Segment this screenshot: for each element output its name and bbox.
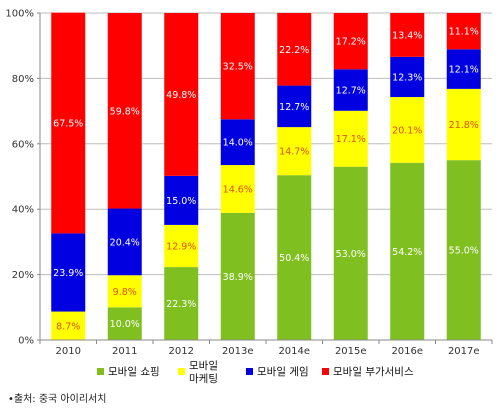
data-label: 14.0%	[223, 138, 253, 149]
value-labels: 8.7% 23.9% 67.5% 10.0% 9.8% 20.4% 59.8% 22.3% 12…	[53, 27, 479, 333]
data-label: 38.9%	[223, 272, 253, 283]
bar-segment	[107, 275, 142, 308]
data-label: 50.4%	[279, 253, 309, 264]
bar-segment	[51, 233, 86, 312]
data-label: 10.0%	[110, 319, 140, 330]
legend-swatch	[97, 368, 104, 375]
x-tick-label: 2013e	[222, 346, 254, 357]
data-label: 12.3%	[392, 72, 422, 83]
legend-swatch	[322, 368, 329, 375]
data-label: 23.9%	[53, 268, 83, 279]
data-label: 11.1%	[449, 27, 479, 38]
legend-label: 모바일 부가서비스	[333, 365, 414, 378]
bar-segment	[390, 97, 425, 163]
x-axis-ticks: 2010 2011 2012 2013e 2014e 2015e 2016e 2017e	[56, 346, 480, 357]
data-label: 59.8%	[110, 106, 140, 117]
data-label: 12.9%	[166, 241, 196, 252]
data-label: 20.4%	[110, 237, 140, 248]
bar-segment	[333, 13, 368, 70]
data-label: 13.4%	[392, 30, 422, 41]
x-tick-label: 2015e	[335, 346, 367, 357]
bar-segment	[390, 56, 425, 98]
source-note: •출처: 중국 아이리서치	[8, 394, 107, 405]
x-tick-label: 2012	[169, 346, 194, 357]
bar-segment	[333, 166, 368, 340]
bar-segment	[390, 162, 425, 340]
y-tick-label: 60%	[12, 139, 34, 150]
data-label: 67.5%	[53, 119, 83, 130]
y-tick-label: 100%	[5, 9, 34, 20]
axes	[37, 12, 493, 344]
data-label: 17.1%	[336, 134, 366, 145]
bar-segment	[220, 119, 255, 166]
legend-swatch	[246, 368, 253, 375]
bar-segment	[107, 13, 142, 209]
bar-segment	[333, 69, 368, 111]
data-label: 12.7%	[279, 102, 309, 113]
bar-segment	[277, 13, 312, 86]
bar-segment	[164, 224, 199, 268]
bar-segment	[333, 110, 368, 167]
y-axis-ticks: 0% 20% 40% 60% 80% 100%	[5, 9, 34, 347]
data-label: 17.2%	[336, 37, 366, 48]
data-label: 9.8%	[113, 287, 137, 298]
bar-segment	[277, 175, 312, 340]
bar-segment	[277, 127, 312, 176]
bar-segment	[51, 12, 86, 234]
data-label: 22.2%	[279, 45, 309, 56]
bar-segment	[164, 13, 199, 176]
data-label: 20.1%	[392, 125, 422, 136]
bar-segment	[107, 307, 142, 340]
data-label: 32.5%	[223, 62, 253, 73]
x-tick-label: 2011	[112, 346, 137, 357]
bar-segment	[220, 13, 255, 120]
bar-segment	[107, 208, 142, 276]
data-label: 54.2%	[392, 247, 422, 258]
bar-segment	[446, 160, 481, 340]
y-tick-label: 20%	[12, 270, 34, 281]
bar-segment	[220, 165, 255, 213]
y-tick-label: 80%	[12, 74, 34, 85]
legend-swatch	[178, 368, 185, 375]
x-tick-label: 2016e	[391, 346, 423, 357]
data-label: 55.0%	[449, 246, 479, 257]
data-label: 12.7%	[336, 86, 366, 97]
bar-segment	[220, 212, 255, 340]
bar-segment	[277, 85, 312, 128]
data-label: 53.0%	[336, 249, 366, 260]
data-label: 49.8%	[166, 90, 196, 101]
data-label: 14.6%	[223, 184, 253, 195]
bar-segment	[51, 311, 86, 340]
bar-segment	[446, 13, 481, 50]
data-label: 21.8%	[449, 120, 479, 131]
y-tick-label: 40%	[12, 205, 34, 216]
data-label: 8.7%	[56, 321, 80, 332]
bar-segment	[446, 88, 481, 161]
bars	[51, 12, 481, 340]
legend-label: 모바일	[189, 359, 218, 372]
legend-label: 모바일 게임	[257, 365, 309, 378]
bar-segment	[446, 49, 481, 89]
data-label: 14.7%	[279, 147, 309, 158]
bar-segment	[390, 13, 425, 57]
data-label: 22.3%	[166, 299, 196, 310]
bar-segment	[164, 175, 199, 225]
legend-label: 모바일 쇼핑	[108, 365, 160, 378]
x-tick-label: 2010	[56, 346, 81, 357]
bar-segment	[164, 267, 199, 340]
x-tick-label: 2014e	[278, 346, 310, 357]
x-tick-label: 2017e	[448, 346, 480, 357]
legend-label: 마케팅	[189, 373, 218, 385]
data-label: 15.0%	[166, 196, 196, 207]
data-label: 12.1%	[449, 65, 479, 76]
y-tick-label: 0%	[18, 336, 34, 347]
